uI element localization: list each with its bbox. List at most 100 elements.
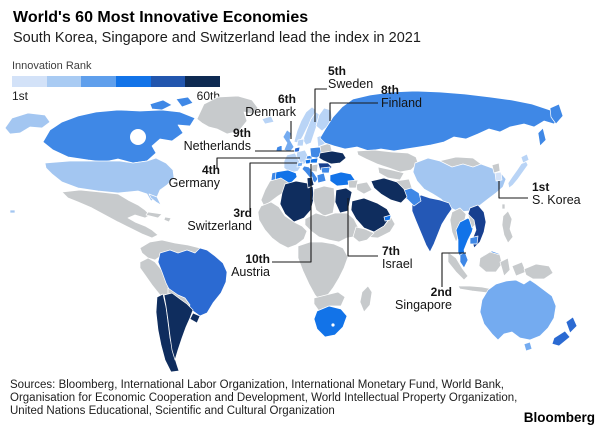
country-iraq [355, 181, 373, 195]
annotation-switzerland: 3rd Switzerland [187, 206, 252, 233]
sources-line-1: Sources: Bloomberg, International Labor … [10, 379, 504, 391]
country-syria [347, 179, 359, 189]
country-philippines [501, 210, 514, 244]
country-uae [383, 214, 392, 222]
country-china [412, 157, 507, 213]
country-usa [44, 157, 175, 202]
legend-swatch [116, 76, 151, 87]
country-canada-arctic-2 [175, 96, 194, 108]
country-taiwan [501, 203, 506, 210]
legend-swatch [46, 76, 82, 87]
page-title: World's 60 Most Innovative Economies [13, 9, 309, 26]
country-new-zealand-north [565, 316, 578, 334]
country-sumatra [447, 251, 469, 281]
country-sahel-sudan [304, 212, 359, 243]
sources-line-3: United Nations Educational, Scientific a… [10, 404, 335, 417]
sources-line-2: Organisation for Economic Cooperation an… [10, 391, 518, 404]
country-canada [42, 109, 196, 164]
country-horn-of-africa [352, 226, 375, 243]
country-denmark [296, 138, 305, 147]
legend-swatch [185, 76, 221, 87]
country-russia-kamchatka [549, 103, 564, 125]
annotation-austria: 10th Austria [231, 252, 270, 279]
country-kazakhstan [356, 149, 419, 173]
country-cuba [145, 211, 163, 219]
country-cambodia [469, 235, 479, 245]
country-canada-arctic-1 [149, 99, 173, 111]
country-japan-hokkaido [520, 153, 530, 164]
sources-note: Sources: Bloomberg, International Labor … [10, 379, 588, 418]
country-argentina [163, 292, 194, 361]
leader-line-germany [216, 157, 300, 168]
country-namibia-botswana [313, 291, 346, 312]
legend-title: Innovation Rank [12, 60, 92, 72]
country-india [411, 194, 453, 253]
country-mexico-central-america [61, 189, 159, 239]
page-subtitle: South Korea, Singapore and Switzerland l… [13, 30, 421, 46]
country-iceland [261, 115, 275, 125]
country-russia [319, 90, 561, 152]
leader-line-sweden [314, 88, 327, 122]
country-ukraine [318, 150, 347, 165]
leader-line-s-korea [498, 181, 528, 199]
country-greenland [196, 95, 259, 135]
bloomberg-logo: Bloomberg [523, 410, 595, 425]
annotation-finland: 8th Finland [381, 83, 422, 110]
country-morocco [260, 177, 290, 207]
country-ireland [275, 144, 283, 152]
country-south-africa [313, 305, 348, 338]
annotation-denmark: 6th Denmark [245, 92, 296, 119]
country-uk [282, 129, 295, 153]
country-switzerland [296, 161, 304, 168]
country-usa-florida [148, 193, 162, 206]
country-central-africa [297, 241, 349, 303]
country-libya [312, 185, 336, 217]
country-balkans [310, 163, 319, 173]
country-algeria [279, 180, 315, 223]
country-russia-sakhalin [537, 127, 547, 147]
country-new-zealand-south [551, 330, 571, 347]
country-tasmania [523, 341, 533, 352]
country-malaysia [459, 251, 469, 269]
country-greece [316, 172, 327, 184]
annotation-israel: 7th Israel [382, 244, 413, 271]
country-lesotho [331, 323, 335, 327]
leader-line-singapore [441, 252, 466, 287]
country-madagascar [359, 285, 373, 313]
country-australia [479, 279, 557, 341]
country-usa-hawaii [9, 209, 16, 214]
legend-min-label: 1st [12, 89, 29, 103]
annotation-germany: 4th Germany [168, 163, 220, 190]
country-hungary [309, 157, 319, 164]
country-borneo-indonesia [478, 251, 503, 273]
country-egypt [334, 187, 353, 214]
country-bulgaria [320, 166, 331, 174]
legend-bar [12, 76, 221, 87]
legend-swatch [81, 76, 117, 87]
country-alaska [4, 112, 51, 135]
country-vietnam [467, 204, 487, 249]
legend-swatch [12, 76, 47, 87]
country-sulawesi [499, 257, 511, 277]
hudson-bay [130, 129, 146, 145]
country-iran [370, 177, 408, 204]
leader-line-switzerland [249, 162, 297, 211]
annotation-netherlands: 9th Netherlands [183, 126, 251, 153]
country-hispaniola [163, 216, 172, 223]
country-japan [507, 160, 529, 189]
annotation-s-korea: 1st S. Korea [532, 180, 581, 207]
country-uruguay [189, 312, 201, 324]
country-north-korea [491, 162, 501, 174]
annotation-sweden: 5th Sweden [328, 64, 374, 91]
leader-line-austria [272, 164, 312, 263]
country-west-africa [257, 201, 308, 249]
leader-line-finland [329, 102, 378, 121]
country-central-asia [377, 166, 405, 181]
leader-line-israel [347, 198, 378, 257]
country-papua-new-guinea [523, 263, 554, 280]
legend-swatch [150, 76, 186, 87]
country-south-korea [494, 171, 503, 182]
annotation-singapore: 2nd Singapore [395, 285, 452, 312]
